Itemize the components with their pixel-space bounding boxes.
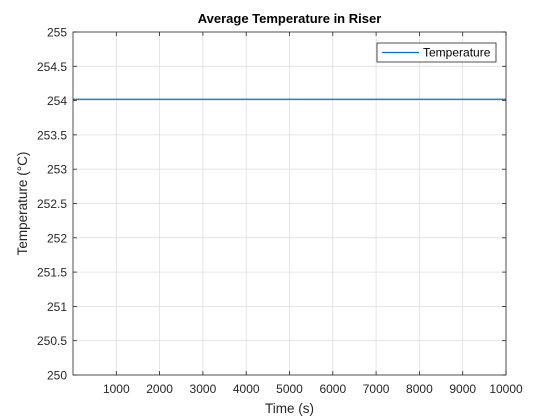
x-tick-label: 6000 xyxy=(319,382,346,396)
x-tick-label: 2000 xyxy=(146,382,173,396)
y-tick-label: 254.5 xyxy=(37,60,67,74)
chart-title: Average Temperature in Riser xyxy=(198,11,382,26)
y-tick-label: 253 xyxy=(47,163,67,177)
x-tick-label: 8000 xyxy=(406,382,433,396)
y-tick-label: 251 xyxy=(47,300,67,314)
legend-box xyxy=(376,42,497,63)
legend-label: Temperature xyxy=(423,46,491,60)
x-tick-label: 4000 xyxy=(233,382,260,396)
x-tick-label: 5000 xyxy=(276,382,303,396)
tick-marks xyxy=(73,31,507,376)
legend: Temperature xyxy=(376,42,497,63)
y-tick-label: 253.5 xyxy=(37,128,67,142)
x-tick-label: 3000 xyxy=(190,382,217,396)
y-axis-label: Temperature (°C) xyxy=(15,152,30,256)
tick-labels: 1000 2000 3000 4000 5000 6000 7000 8000 9000 1000… xyxy=(37,26,523,397)
y-tick-label: 255 xyxy=(47,26,67,40)
x-tick-label: 1000 xyxy=(103,382,130,396)
y-tick-label: 251.5 xyxy=(37,266,67,280)
x-axis-label: Time (s) xyxy=(265,401,314,416)
x-tick-label: 9000 xyxy=(449,382,476,396)
y-tick-label: 252 xyxy=(47,231,67,245)
x-tick-label: 7000 xyxy=(363,382,390,396)
y-tick-label: 254 xyxy=(47,94,67,108)
x-tick-label: 10000 xyxy=(489,382,523,396)
grid xyxy=(73,31,507,376)
y-tick-label: 252.5 xyxy=(37,197,67,211)
y-tick-label: 250 xyxy=(47,369,67,383)
y-tick-label: 250.5 xyxy=(37,334,67,348)
